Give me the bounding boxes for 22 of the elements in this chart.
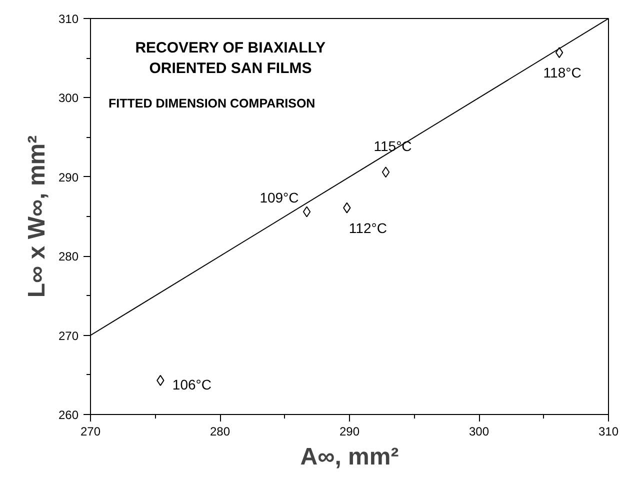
y-tick-label: 270 bbox=[58, 328, 79, 343]
x-tick-label: 290 bbox=[339, 424, 360, 438]
text: RECOVERY OF BIAXIALLY ORIENTED SAN FILMS bbox=[135, 40, 326, 77]
point bbox=[555, 47, 564, 58]
x-tick-label: 270 bbox=[80, 424, 101, 438]
annotation: 106°C bbox=[172, 376, 212, 392]
y-tick-label: 280 bbox=[58, 250, 79, 264]
x-tick-label: 300 bbox=[468, 424, 490, 438]
x-tick-label: 280 bbox=[210, 424, 230, 438]
point bbox=[302, 206, 311, 218]
x-tick-label: 310 bbox=[598, 424, 619, 438]
annotation: 118°C bbox=[543, 64, 582, 81]
y-axis-title: L∞ x W∞, mm² bbox=[23, 135, 50, 298]
annotation: 109°C bbox=[260, 190, 299, 206]
y-tick-label: 310 bbox=[58, 12, 79, 26]
point bbox=[382, 166, 390, 178]
y-tick-label: 290 bbox=[58, 170, 79, 184]
y-tick-label: 300 bbox=[58, 91, 79, 106]
text: FITTED DIMENSION COMPARISON bbox=[108, 96, 316, 110]
y-tick-label: 260 bbox=[58, 408, 79, 422]
x-axis-title: A∞, mm² bbox=[300, 444, 399, 470]
annotation: 112°C bbox=[348, 220, 387, 236]
